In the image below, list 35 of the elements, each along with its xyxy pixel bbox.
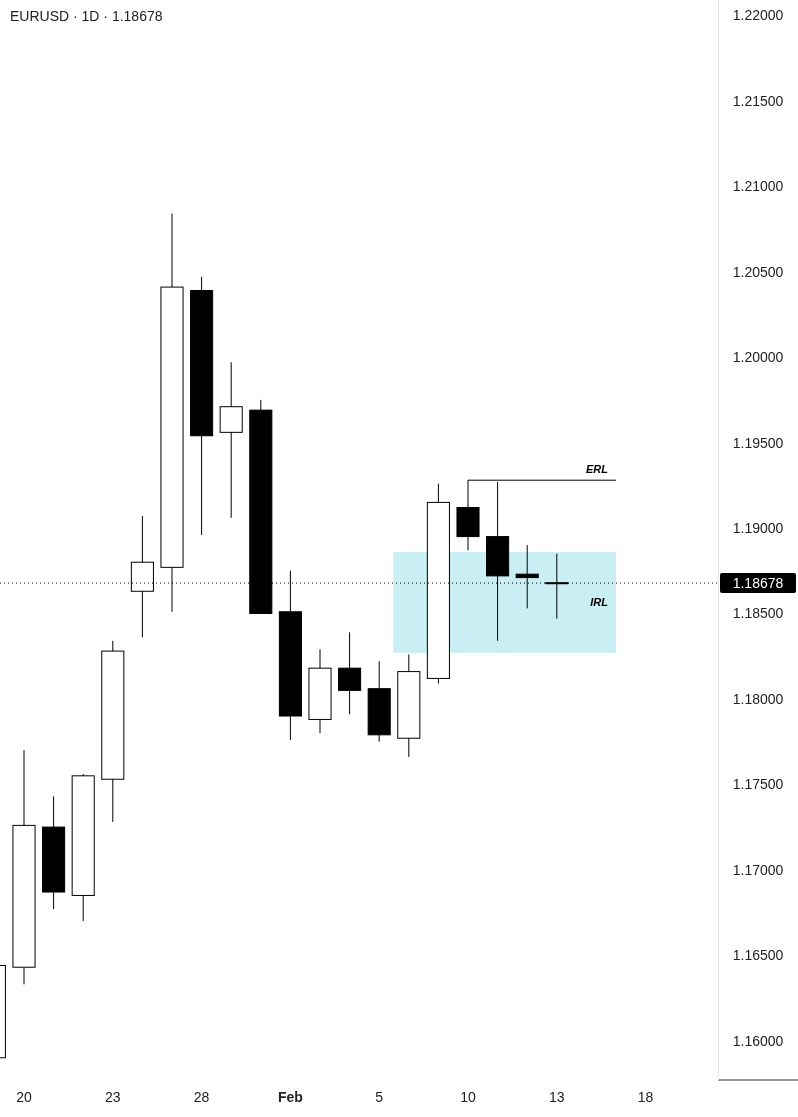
- candlestick: [71, 773, 95, 922]
- y-tick-label: 1.19000: [732, 520, 784, 537]
- y-tick-label: 1.21000: [732, 178, 784, 195]
- x-tick-label: 5: [375, 1088, 384, 1105]
- y-tick-label: 1.16500: [732, 947, 784, 964]
- y-tick-label: 1.17000: [732, 861, 784, 878]
- x-tick-label: Feb: [277, 1088, 303, 1105]
- ref-line-label: ERL: [586, 463, 609, 476]
- y-tick-label: 1.20500: [732, 263, 784, 280]
- y-tick-label: 1.22000: [732, 7, 784, 24]
- candlestick: [367, 660, 391, 743]
- x-tick-label: 28: [193, 1088, 210, 1105]
- text: EURUSD · 1D · 1.18678: [10, 8, 163, 24]
- candlestick: [219, 361, 243, 519]
- candlestick: [338, 631, 362, 715]
- y-tick-label: 1.20000: [732, 349, 784, 366]
- candlestick: [308, 648, 332, 734]
- x-tick-label: 18: [637, 1088, 654, 1105]
- x-tick-label: 23: [105, 1088, 121, 1105]
- band-label: IRL: [590, 596, 609, 609]
- x-tick-label: 10: [460, 1088, 476, 1105]
- candlestick: [101, 640, 125, 823]
- candlestick: [397, 653, 421, 758]
- y-tick-label: 1.21500: [732, 92, 784, 109]
- y-tick-label: 1.17500: [732, 776, 784, 793]
- y-tick-label: 1.19500: [732, 434, 784, 451]
- x-tick-label: 13: [549, 1088, 565, 1105]
- candlestick: [190, 276, 214, 536]
- x-tick-label: 20: [16, 1088, 32, 1105]
- y-tick-label: 1.18000: [732, 690, 784, 707]
- ref-line-label: 1.18678: [732, 575, 784, 592]
- y-tick-label: 1.18500: [732, 605, 784, 622]
- candlestick: [12, 749, 36, 985]
- y-tick-label: 1.16000: [732, 1032, 784, 1049]
- candlestick: [42, 795, 66, 910]
